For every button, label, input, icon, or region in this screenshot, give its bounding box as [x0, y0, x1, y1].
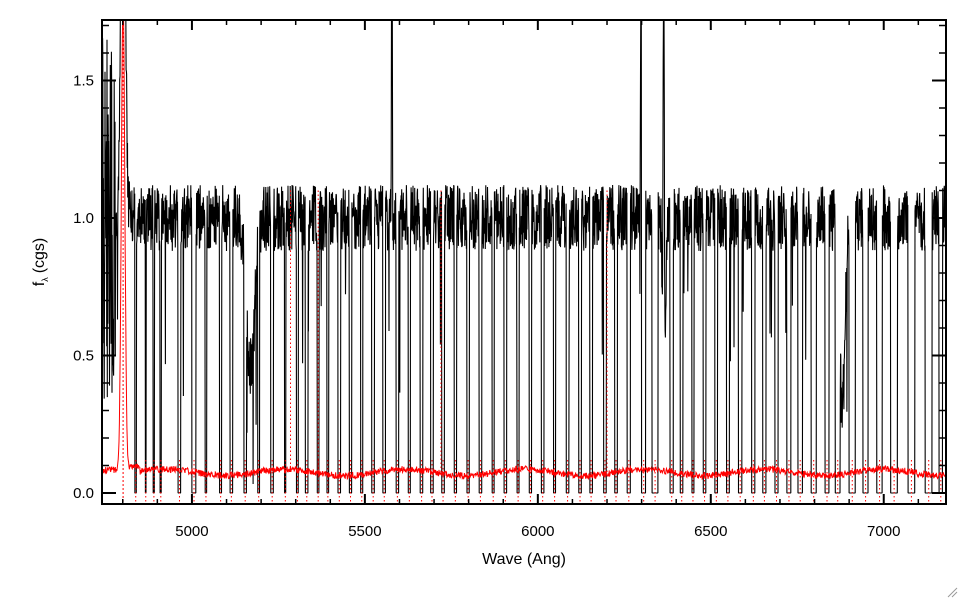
y-tick-label: 0.5	[73, 348, 94, 365]
x-tick-label: 7000	[867, 523, 900, 540]
y-axis-title-unit: (cgs)	[31, 238, 48, 274]
x-tick-label: 5500	[348, 523, 381, 540]
y-axis-title-symbol: f	[31, 281, 48, 286]
resize-grip-icon[interactable]	[946, 586, 958, 598]
series-layer	[102, 20, 946, 504]
y-tick-label: 1.5	[73, 73, 94, 90]
x-tick-label: 6500	[694, 523, 727, 540]
x-axis-title: Wave (Ang)	[482, 551, 566, 568]
x-tick-label: 6000	[521, 523, 554, 540]
tick-layer: 5000 5500 6000 6500 7000 0.0 0.5 1.0 1.5	[73, 20, 946, 540]
x-tick-label: 5000	[175, 523, 208, 540]
y-tick-label: 0.0	[73, 485, 94, 502]
y-axis-title-subscript: λ	[40, 277, 50, 282]
series-error-line	[102, 20, 946, 481]
y-axis-title: fλ (cgs)	[31, 238, 50, 287]
plot-frame	[101, 19, 947, 505]
series-flux-line	[102, 20, 946, 494]
y-tick-label: 1.0	[73, 210, 94, 227]
